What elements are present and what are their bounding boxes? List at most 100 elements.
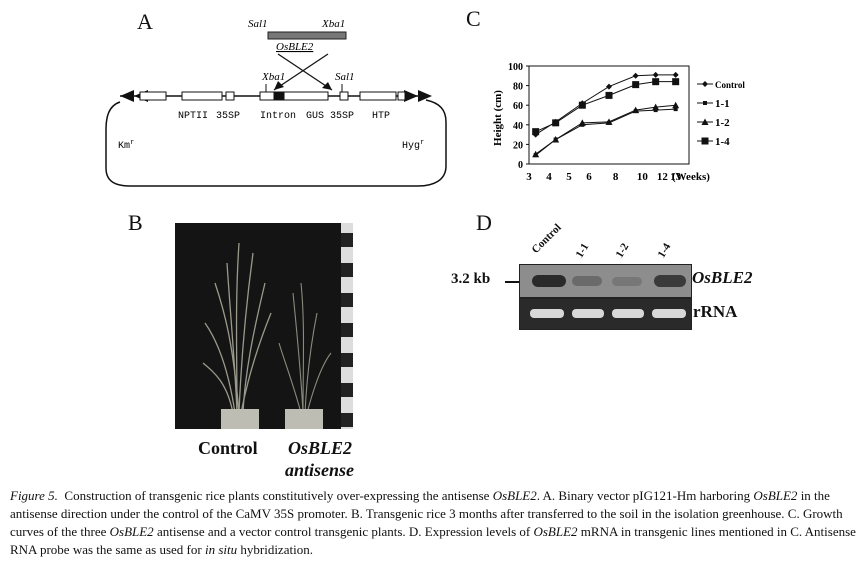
box-intron-fill	[273, 91, 285, 101]
panel-label-c: C	[466, 6, 481, 31]
x-tick-label: 5	[566, 171, 572, 183]
data-point	[606, 83, 612, 90]
panel-label-d: D	[476, 210, 492, 235]
caption-gene-1: OsBLE2	[492, 488, 537, 503]
data-point	[578, 119, 586, 126]
chart-plot-area	[528, 65, 690, 165]
vector-map: Sal1 Xba1 OsBLE2 Xba1 Sal1 NPTII 35SP In…	[105, 18, 447, 187]
x-tick-label: 13	[670, 171, 682, 183]
size-marker-tick	[505, 281, 519, 283]
caption-text-6: hybridization.	[237, 542, 313, 557]
y-tick-label: 20	[513, 140, 523, 151]
data-point	[605, 91, 613, 99]
caption-gene-5: in situ	[204, 542, 238, 557]
caption-text-2: . A. Binary vector pIG121-Hm harboring	[536, 488, 754, 503]
antisense-plant	[278, 282, 332, 414]
data-point	[532, 128, 540, 136]
caption-text-4: antisense and a vector control transgeni…	[153, 524, 534, 539]
caption-fig-label: Figure 5.	[10, 488, 58, 503]
y-axis-label: Height (cm)	[492, 90, 504, 146]
sal1-site-label: Sal1	[335, 71, 355, 83]
data-point	[532, 150, 540, 158]
label-gus: GUS	[306, 111, 324, 122]
caption-gene-4: OsBLE2	[533, 524, 578, 539]
band-1-1	[572, 276, 602, 286]
pot-control	[221, 409, 259, 429]
y-tick-label: 80	[513, 82, 523, 93]
plasmid-loop	[105, 99, 447, 187]
x-tick-label: 3	[526, 171, 532, 183]
label-35sp-1: 35SP	[216, 111, 240, 122]
xba1-top-label: Xba1	[321, 18, 345, 30]
cross-arrow-1	[277, 53, 333, 91]
pot-antisense	[285, 409, 323, 429]
cross-arrowhead-1	[322, 82, 332, 90]
data-point	[702, 81, 708, 87]
rrna-1-1	[572, 309, 604, 318]
data-point	[552, 119, 560, 127]
lane-label-1-4: 1-4	[655, 241, 674, 260]
data-point	[605, 118, 613, 125]
cross-arrow-2	[273, 53, 329, 91]
y-tick-label: 100	[508, 62, 523, 73]
data-point	[701, 118, 709, 125]
box-gus	[283, 91, 329, 101]
data-point	[701, 137, 709, 145]
data-point	[673, 107, 678, 112]
size-marker: 3.2 kb	[451, 271, 491, 287]
photo-label-gene: OsBLE2	[288, 438, 353, 458]
legend-label: Control	[715, 80, 745, 90]
label-nptii: NPTII	[178, 111, 208, 122]
caption-text-3: in the antisense direction under the con…	[10, 488, 843, 539]
rrna-control	[530, 309, 564, 318]
right-border-arrow-2	[404, 90, 418, 102]
caption-gene-2: OsBLE2	[753, 488, 798, 503]
legend-label: 1-2	[715, 117, 730, 129]
x-tick-label: 6	[586, 171, 592, 183]
x-tick-label: 4	[546, 171, 552, 183]
lane-label-1-1: 1-1	[573, 241, 592, 260]
rrna-1-4	[652, 309, 686, 318]
box-term-1	[139, 91, 167, 101]
y-tick-label: 40	[513, 121, 523, 132]
blot-gene-label: OsBLE2	[692, 268, 753, 287]
rrna-1-2	[612, 309, 644, 318]
sal1-top-label: Sal1	[248, 18, 268, 30]
x-tick-label: 8	[613, 171, 619, 183]
insert-label: OsBLE2	[276, 41, 314, 53]
panel-label-b: B	[128, 210, 143, 235]
box-term-2	[397, 91, 406, 101]
plant-photo-drawing	[202, 223, 353, 429]
figure-caption: Figure 5. Construction of transgenic ric…	[10, 487, 856, 559]
box-35sp-1	[225, 91, 235, 101]
data-point	[632, 72, 639, 79]
insert-bar	[267, 31, 347, 40]
caption-gene-3: OsBLE2	[109, 524, 154, 539]
y-tick-label: 60	[513, 101, 523, 112]
legend-label: 1-4	[715, 136, 730, 148]
caption-text-1: Construction of transgenic rice plants c…	[64, 488, 493, 503]
box-htp	[359, 91, 397, 101]
blot-gene-band	[519, 264, 692, 298]
x-tick-label: 10	[637, 171, 649, 183]
plant-photo	[175, 223, 353, 429]
blot-lane-labels: Control 1-1 1-2 1-4	[530, 222, 702, 264]
data-point	[652, 78, 660, 86]
y-tick-label: 0	[518, 160, 523, 171]
legend-label: 1-1	[715, 98, 730, 110]
right-border-arrow	[418, 90, 432, 102]
photo-label-antisense: antisense	[285, 460, 355, 480]
data-point	[578, 101, 586, 109]
data-point	[652, 103, 660, 111]
data-point	[632, 81, 640, 89]
band-1-4	[654, 275, 686, 287]
band-1-2	[612, 277, 642, 286]
x-axis-unit: (Weeks)	[672, 171, 710, 183]
x-tick-label: 12	[657, 171, 669, 183]
band-control	[532, 275, 566, 287]
label-htp: HTP	[372, 111, 390, 122]
blot-rrna-band	[519, 298, 692, 330]
data-point	[672, 78, 680, 86]
xba1-site-label: Xba1	[261, 71, 285, 83]
data-point	[652, 71, 659, 78]
